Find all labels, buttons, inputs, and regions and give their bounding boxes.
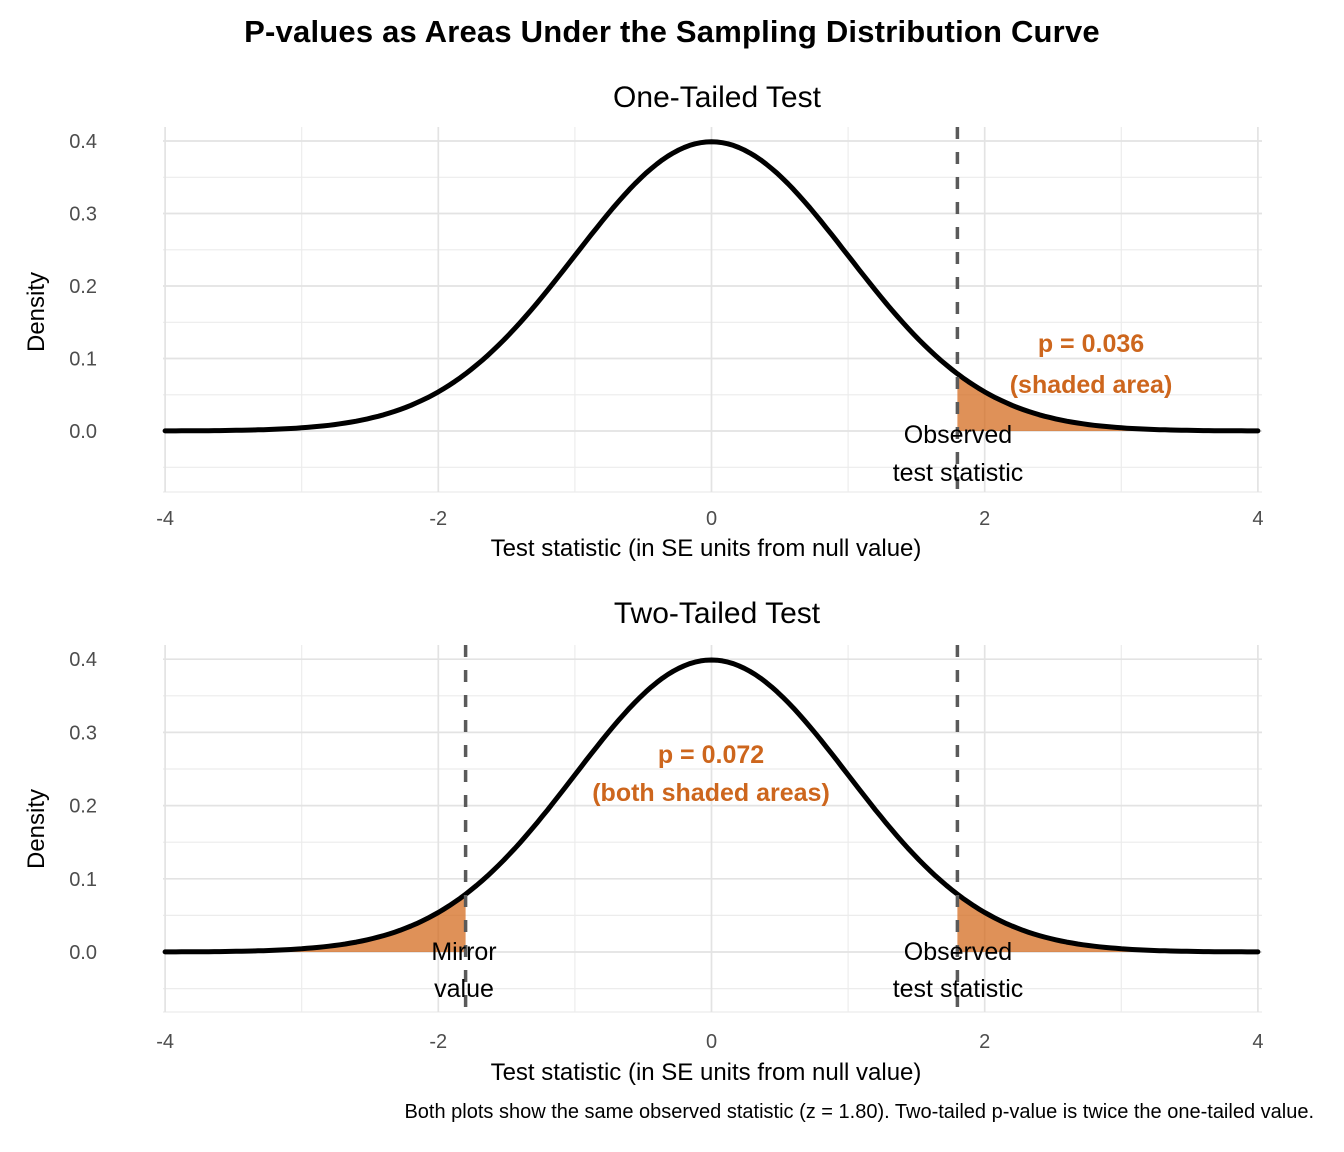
figure-title: P-values as Areas Under the Sampling Dis… <box>244 14 1100 49</box>
figure-caption: Both plots show the same observed statis… <box>404 1101 1314 1123</box>
x-axis-title: Test statistic (in SE units from null va… <box>491 1059 922 1086</box>
y-tick-label: 0.1 <box>69 869 97 891</box>
y-tick-label: 0.3 <box>69 204 97 226</box>
x-tick-label: 0 <box>706 1031 717 1053</box>
y-axis-title: Density <box>23 272 50 352</box>
y-tick-label: 0.4 <box>69 649 97 671</box>
p-value-annotation: p = 0.036 <box>1038 330 1144 358</box>
y-tick-label: 0.4 <box>69 131 97 153</box>
vline-label: test statistic <box>893 975 1024 1003</box>
density-curve <box>162 139 1261 434</box>
x-tick-label: -4 <box>156 1031 174 1053</box>
y-tick-label: 0.2 <box>69 276 97 298</box>
x-tick-label: 0 <box>706 508 717 530</box>
y-tick-label: 0.0 <box>69 942 97 964</box>
shaded-tail-area <box>957 894 1258 952</box>
vline-label: test statistic <box>893 459 1024 487</box>
panel-title: Two-Tailed Test <box>614 597 821 630</box>
vline-label: Mirror <box>431 938 496 966</box>
p-value-annotation: (both shaded areas) <box>592 779 830 807</box>
vline-label: Observed <box>904 938 1012 966</box>
x-axis-title: Test statistic (in SE units from null va… <box>491 535 922 562</box>
y-tick-label: 0.2 <box>69 796 97 818</box>
x-tick-label: 2 <box>979 508 990 530</box>
panel-one-tailed: One-Tailed Test Density Test statistic (in… <box>23 81 1263 562</box>
x-tick-label: 4 <box>1252 1031 1263 1053</box>
p-value-annotation: p = 0.072 <box>658 741 764 769</box>
p-value-annotation: (shaded area) <box>1010 371 1173 399</box>
shaded-tail-area <box>957 373 1258 431</box>
vline-label: Observed <box>904 421 1012 449</box>
panel-title: One-Tailed Test <box>613 81 822 114</box>
density-curve <box>162 657 1261 955</box>
x-tick-label: -2 <box>429 1031 447 1053</box>
x-tick-label: 2 <box>979 1031 990 1053</box>
vline-label: value <box>434 975 494 1003</box>
y-tick-label: 0.3 <box>69 722 97 744</box>
x-tick-label: -2 <box>429 508 447 530</box>
y-axis-title: Density <box>23 789 50 869</box>
shaded-tail-area <box>165 894 466 952</box>
x-tick-label: -4 <box>156 508 174 530</box>
y-tick-label: 0.0 <box>69 421 97 443</box>
y-tick-label: 0.1 <box>69 349 97 371</box>
x-tick-label: 4 <box>1252 508 1263 530</box>
panel-two-tailed: Two-Tailed Test Density Test statistic (in… <box>23 597 1263 1086</box>
